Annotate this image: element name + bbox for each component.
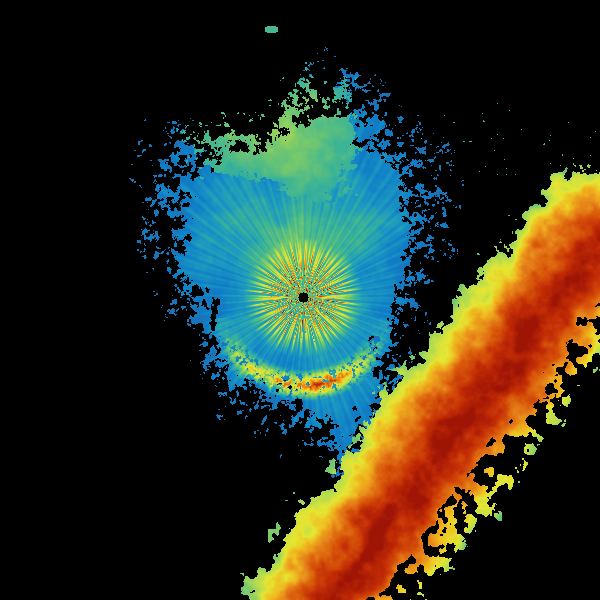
radar-reflectivity-canvas (0, 0, 600, 600)
radar-image-viewport (0, 0, 600, 600)
